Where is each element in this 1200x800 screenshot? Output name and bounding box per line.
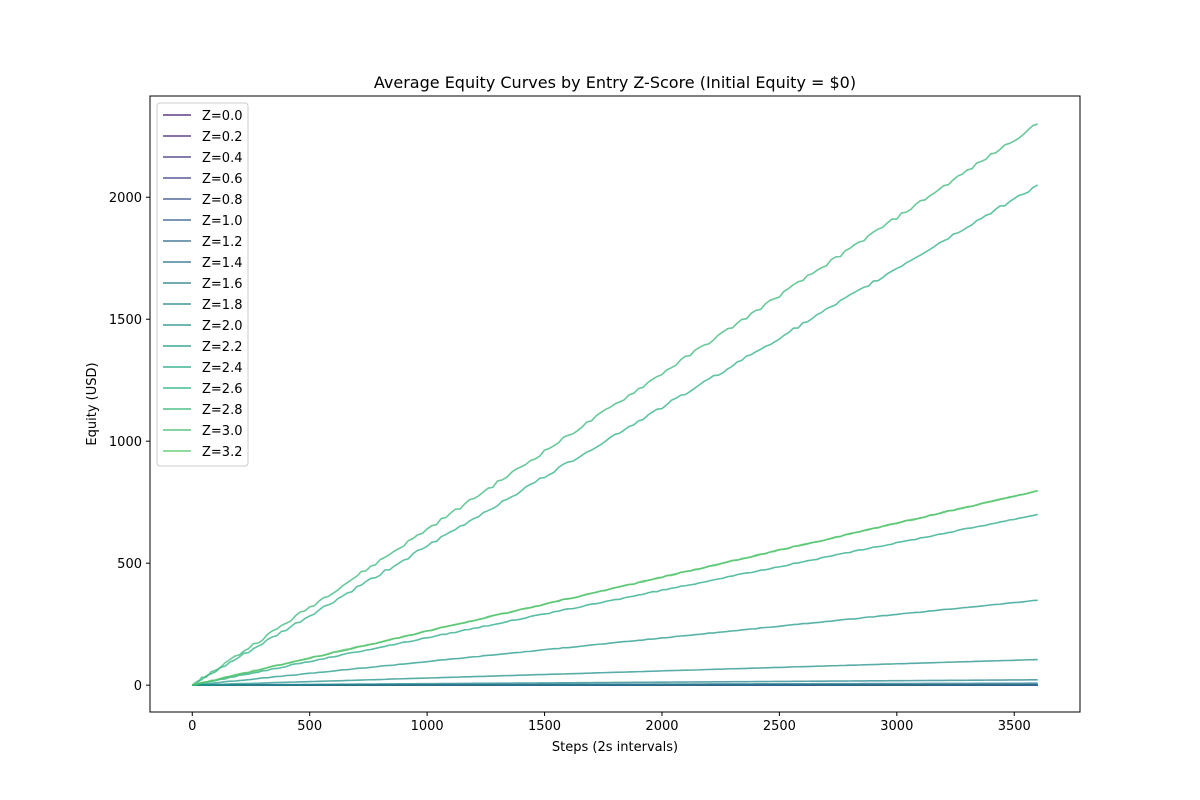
series-line-z-2-6	[191, 184, 1039, 686]
legend-label: Z=2.8	[202, 403, 242, 418]
legend-label: Z=1.2	[202, 235, 242, 250]
x-axis-ticks: 0 500 1000 1500 2000 2500 3000 3500	[188, 712, 1031, 734]
legend-label: Z=1.6	[202, 277, 242, 292]
y-tick-label: 0	[134, 679, 142, 694]
legend-label: Z=2.2	[202, 340, 242, 355]
y-tick-label: 500	[117, 557, 142, 572]
legend-label: Z=0.8	[202, 193, 242, 208]
legend-label: Z=2.4	[202, 361, 242, 376]
legend-label: Z=0.2	[202, 130, 242, 145]
x-tick-label: 3000	[880, 719, 913, 734]
x-tick-label: 2500	[763, 719, 796, 734]
y-tick-label: 1500	[109, 313, 142, 328]
legend-label: Z=2.6	[202, 382, 242, 397]
x-tick-label: 1000	[411, 719, 444, 734]
series-line-z-2-0	[192, 658, 1038, 686]
x-tick-label: 2000	[645, 719, 678, 734]
x-tick-label: 3500	[998, 719, 1031, 734]
legend-label: Z=1.8	[202, 298, 242, 313]
legend: Z=0.0 Z=0.2 Z=0.4 Z=0.6 Z=0.8 Z=1.0 Z=1.2 Z=1.4…	[156, 102, 249, 467]
legend-label: Z=3.2	[202, 445, 242, 460]
series-line-z-2-2	[192, 599, 1038, 686]
legend-label: Z=0.4	[202, 151, 242, 166]
series-line-z-2-4	[192, 513, 1038, 686]
y-tick-label: 1000	[109, 435, 142, 450]
series-line-z-1-8	[192, 679, 1038, 686]
legend-label: Z=1.0	[202, 214, 242, 229]
series-line-z-2-8	[192, 123, 1038, 686]
series-line-z-3-2	[192, 489, 1038, 686]
chart-title: Average Equity Curves by Entry Z-Score (…	[374, 73, 856, 92]
legend-label: Z=1.4	[202, 256, 242, 271]
legend-box	[156, 102, 249, 467]
x-tick-label: 1500	[528, 719, 561, 734]
y-axis-ticks: 0 500 1000 1500 2000	[109, 191, 150, 694]
series-lines	[191, 123, 1039, 686]
plot-frame	[149, 95, 1081, 713]
x-axis-title: Steps (2s intervals)	[552, 740, 678, 755]
y-tick-label: 2000	[109, 191, 142, 206]
legend-label: Z=3.0	[202, 424, 242, 439]
legend-label: Z=0.6	[202, 172, 242, 187]
legend-label: Z=2.0	[202, 319, 242, 334]
x-tick-label: 0	[188, 719, 196, 734]
legend-label: Z=0.0	[202, 109, 242, 124]
x-tick-label: 500	[297, 719, 322, 734]
y-axis-title: Equity (USD)	[85, 362, 100, 445]
